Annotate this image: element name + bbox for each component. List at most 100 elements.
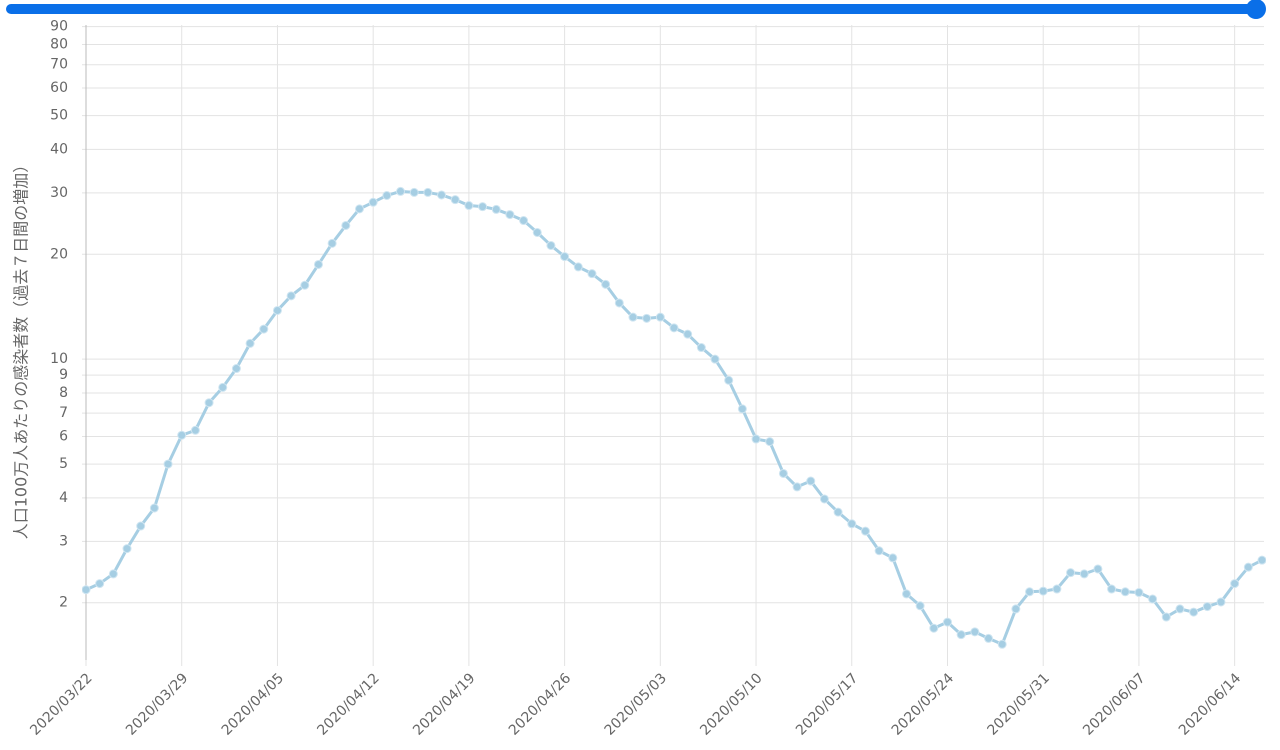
point bbox=[327, 238, 337, 248]
y-tick-label: 9 bbox=[59, 367, 68, 383]
point bbox=[696, 343, 706, 353]
point bbox=[751, 434, 761, 444]
point bbox=[1161, 612, 1171, 622]
point bbox=[519, 216, 529, 226]
y-tick-label: 80 bbox=[50, 36, 68, 52]
point bbox=[259, 324, 269, 334]
point bbox=[573, 262, 583, 272]
point bbox=[272, 305, 282, 315]
point bbox=[409, 187, 419, 197]
point bbox=[642, 313, 652, 323]
y-tick-label: 30 bbox=[50, 185, 68, 201]
point bbox=[437, 190, 447, 200]
point bbox=[1257, 555, 1266, 565]
point bbox=[108, 569, 118, 579]
point bbox=[478, 202, 488, 212]
point bbox=[601, 279, 611, 289]
point bbox=[122, 544, 132, 554]
x-tick-label: 2020/05/24 bbox=[889, 670, 957, 738]
point bbox=[82, 585, 91, 595]
point bbox=[396, 186, 406, 196]
point bbox=[245, 338, 255, 348]
point bbox=[847, 519, 857, 529]
point bbox=[669, 323, 679, 333]
y-tick-label: 50 bbox=[50, 108, 68, 124]
range-slider[interactable] bbox=[6, 0, 1266, 19]
x-tick-label: 2020/03/22 bbox=[27, 670, 95, 738]
point bbox=[614, 298, 624, 308]
x-tick-label: 2020/05/31 bbox=[984, 670, 1052, 738]
point bbox=[1175, 604, 1185, 614]
point bbox=[190, 425, 200, 435]
point bbox=[956, 630, 966, 640]
point bbox=[765, 437, 775, 447]
point bbox=[860, 526, 870, 536]
point bbox=[655, 312, 665, 322]
point bbox=[724, 375, 734, 385]
point bbox=[177, 430, 187, 440]
y-axis-label: 人口100万人あたりの感染者数（過去７日間の増加） bbox=[12, 157, 31, 540]
point bbox=[806, 476, 816, 486]
point bbox=[984, 633, 994, 643]
point bbox=[819, 494, 829, 504]
point bbox=[95, 579, 105, 589]
y-tick-label: 10 bbox=[50, 351, 68, 367]
point bbox=[874, 546, 884, 556]
point bbox=[1066, 568, 1076, 578]
slider-track[interactable] bbox=[6, 4, 1258, 14]
point bbox=[888, 553, 898, 563]
point bbox=[1011, 604, 1021, 614]
point bbox=[300, 280, 310, 290]
y-tick-label: 20 bbox=[50, 246, 68, 262]
point bbox=[1243, 562, 1253, 572]
y-tick-label: 7 bbox=[59, 405, 68, 421]
point bbox=[970, 627, 980, 637]
point bbox=[382, 190, 392, 200]
x-tick-label: 2020/04/26 bbox=[506, 670, 574, 738]
point bbox=[1093, 564, 1103, 574]
point bbox=[163, 459, 173, 469]
point bbox=[423, 187, 433, 197]
y-tick-label: 4 bbox=[59, 490, 68, 506]
x-tick-label: 2020/03/29 bbox=[123, 670, 191, 738]
point bbox=[792, 482, 802, 492]
point bbox=[204, 398, 214, 408]
point bbox=[628, 312, 638, 322]
point bbox=[464, 201, 474, 211]
y-tick-label: 6 bbox=[59, 428, 68, 444]
x-tick-label: 2020/05/10 bbox=[697, 670, 765, 738]
slider-handle[interactable] bbox=[1246, 0, 1266, 19]
point bbox=[587, 269, 597, 279]
x-tick-label: 2020/04/19 bbox=[410, 670, 478, 738]
x-tick-label: 2020/06/14 bbox=[1176, 670, 1244, 738]
point bbox=[341, 220, 351, 230]
point bbox=[710, 354, 720, 364]
point bbox=[997, 639, 1007, 649]
point bbox=[532, 227, 542, 237]
y-tick-label: 8 bbox=[59, 385, 68, 401]
point bbox=[683, 329, 693, 339]
point bbox=[1107, 584, 1117, 594]
point bbox=[1189, 607, 1199, 617]
point bbox=[560, 252, 570, 262]
point bbox=[136, 521, 146, 531]
x-tick-label: 2020/04/12 bbox=[314, 670, 382, 738]
point bbox=[505, 210, 515, 220]
y-tick-label: 5 bbox=[59, 456, 68, 472]
point bbox=[231, 364, 241, 374]
y-tick-label: 60 bbox=[50, 80, 68, 96]
y-tick-label: 70 bbox=[50, 57, 68, 73]
point bbox=[1230, 579, 1240, 589]
point bbox=[286, 291, 296, 301]
plot bbox=[82, 186, 1266, 649]
point bbox=[1120, 587, 1130, 597]
point bbox=[149, 503, 159, 513]
point bbox=[1025, 587, 1035, 597]
point bbox=[1216, 597, 1226, 607]
point bbox=[915, 601, 925, 611]
point bbox=[1148, 594, 1158, 604]
point bbox=[313, 259, 323, 269]
x-tick-label: 2020/06/07 bbox=[1080, 670, 1148, 738]
x-tick-label: 2020/05/03 bbox=[602, 670, 670, 738]
